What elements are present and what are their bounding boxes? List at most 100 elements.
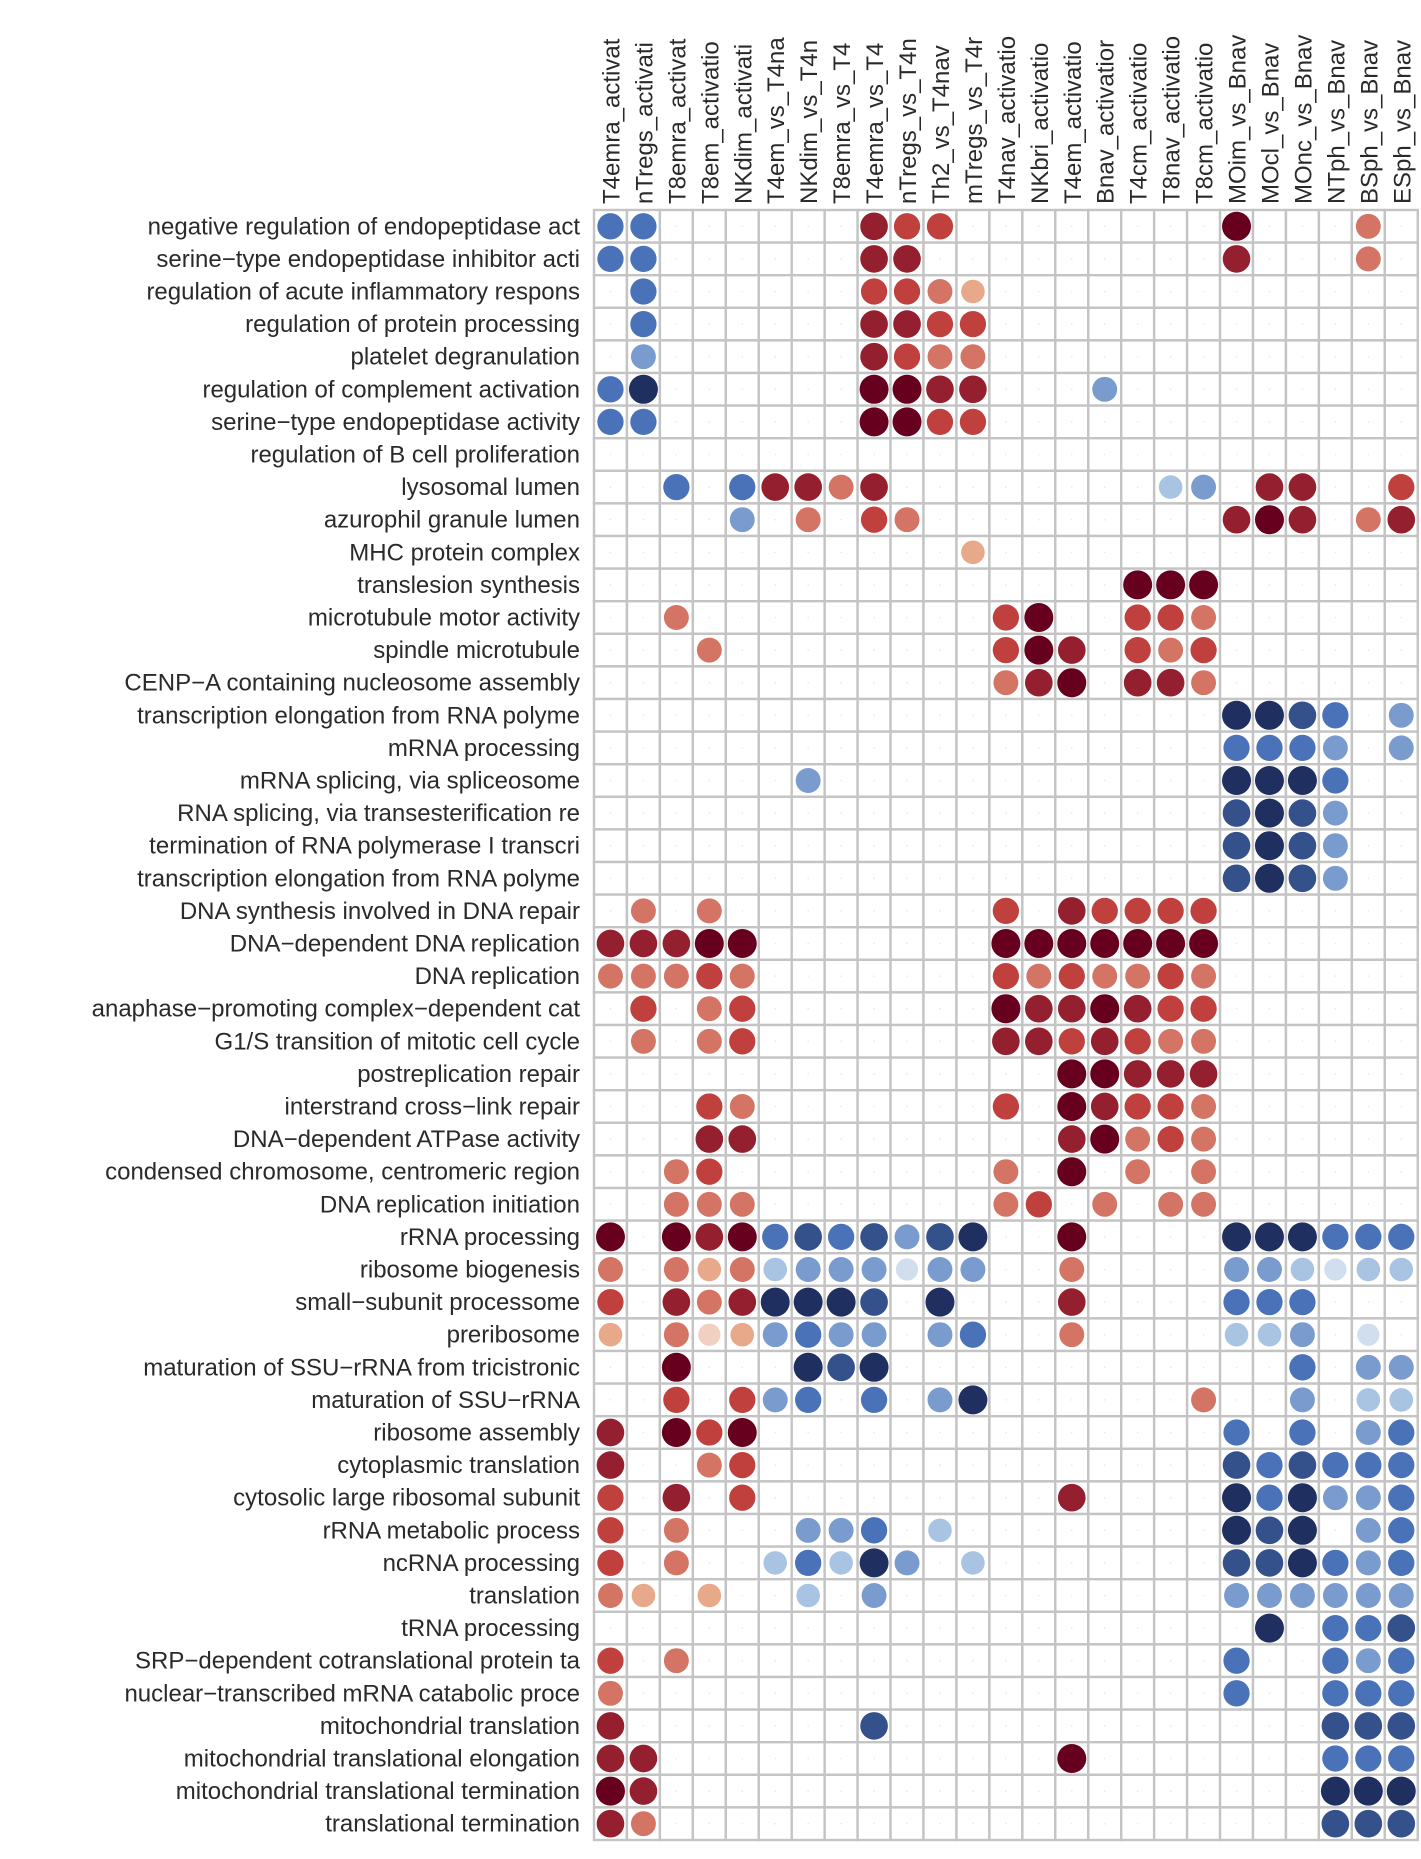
empty-marker <box>1334 225 1337 228</box>
empty-marker <box>1136 486 1139 488</box>
empty-marker <box>1005 1333 1007 1336</box>
heatmap-dot <box>1091 897 1118 925</box>
empty-marker <box>1268 584 1271 586</box>
empty-marker <box>642 1138 645 1140</box>
heatmap-dot <box>1355 1550 1381 1576</box>
heatmap-dot <box>1024 635 1054 665</box>
column-labels: T4emra_activat nTregs_activati T8emra_acti… <box>598 35 1416 204</box>
empty-marker <box>741 910 744 912</box>
empty-marker <box>873 1203 875 1206</box>
heatmap-dot <box>1190 897 1217 925</box>
empty-marker <box>708 486 711 488</box>
heatmap-dot <box>1125 1159 1151 1185</box>
empty-marker <box>939 1203 941 1206</box>
heatmap-dot <box>597 1549 624 1577</box>
empty-marker <box>774 714 777 717</box>
heatmap-dot <box>1388 1583 1414 1608</box>
empty-marker <box>1235 584 1238 586</box>
empty-marker <box>939 258 941 260</box>
heatmap-dot <box>1322 1451 1349 1479</box>
heatmap-dot <box>993 1159 1019 1185</box>
empty-marker <box>1334 1073 1337 1075</box>
empty-marker <box>1268 681 1271 684</box>
empty-marker <box>741 1822 744 1825</box>
empty-marker <box>1005 1757 1007 1760</box>
empty-marker <box>675 1757 678 1760</box>
row-label: mRNA splicing, via spliceosome <box>240 768 580 795</box>
empty-marker <box>609 1007 612 1010</box>
empty-marker <box>1103 1562 1106 1564</box>
empty-marker <box>939 877 941 880</box>
heatmap-dot <box>663 1648 689 1674</box>
row-label: regulation of protein processing <box>245 311 580 338</box>
heatmap-dot <box>1222 211 1252 241</box>
empty-marker <box>774 323 777 325</box>
heatmap-dot <box>695 1223 724 1251</box>
empty-marker <box>1103 225 1106 228</box>
empty-marker <box>708 714 711 717</box>
empty-marker <box>1103 1757 1106 1760</box>
empty-marker <box>840 388 842 391</box>
row-label: mitochondrial translation <box>320 1713 580 1740</box>
empty-marker <box>972 1627 974 1629</box>
heatmap-dot <box>1024 603 1054 632</box>
empty-marker <box>609 1040 612 1043</box>
empty-marker <box>972 1105 974 1108</box>
heatmap-dot <box>1355 1451 1382 1479</box>
empty-marker <box>906 877 908 880</box>
empty-marker <box>675 1073 678 1075</box>
empty-marker <box>1400 388 1403 391</box>
empty-marker <box>1235 1366 1238 1369</box>
heatmap-dot <box>1254 505 1284 535</box>
empty-marker <box>1400 584 1403 586</box>
empty-marker <box>642 779 645 782</box>
empty-marker <box>1367 714 1370 717</box>
heatmap-dot <box>1158 1191 1184 1217</box>
empty-marker <box>1005 1692 1007 1695</box>
heatmap-dot <box>1322 1485 1348 1511</box>
grid-cell <box>1383 339 1419 375</box>
empty-marker <box>906 1105 908 1108</box>
grid-cell <box>1119 1382 1156 1418</box>
empty-marker <box>708 844 711 847</box>
empty-marker <box>1301 421 1304 423</box>
empty-marker <box>1136 1790 1139 1792</box>
empty-marker <box>840 1594 842 1597</box>
empty-marker <box>1103 1790 1106 1792</box>
empty-marker <box>1235 1790 1238 1792</box>
empty-marker <box>873 1105 875 1108</box>
heatmap-dot <box>1355 1583 1381 1608</box>
heatmap-dot <box>926 213 954 240</box>
empty-marker <box>873 1496 875 1499</box>
grid-cell <box>790 1708 826 1744</box>
row-label: DNA−dependent DNA replication <box>230 931 580 958</box>
empty-marker <box>1136 1268 1139 1271</box>
empty-marker <box>741 616 744 619</box>
column-label: NKdim_activati <box>730 44 757 204</box>
empty-marker <box>840 355 842 358</box>
empty-marker <box>1103 551 1106 554</box>
empty-marker <box>1400 258 1403 260</box>
heatmap-dot <box>828 1517 854 1543</box>
heatmap-dot <box>696 1158 723 1185</box>
heatmap-dot <box>1356 1388 1381 1412</box>
empty-marker <box>1005 1268 1007 1271</box>
empty-marker <box>972 1659 974 1662</box>
empty-marker <box>1103 1170 1106 1173</box>
empty-marker <box>774 225 777 228</box>
empty-marker <box>1070 616 1073 619</box>
empty-marker <box>873 584 875 586</box>
heatmap-dot <box>1288 701 1317 730</box>
heatmap-dot <box>1387 1809 1416 1838</box>
empty-marker <box>1268 258 1271 260</box>
empty-marker <box>774 518 777 521</box>
row-label: microtubule motor activity <box>308 605 580 632</box>
heatmap-dot <box>1223 1680 1250 1707</box>
heatmap-dot <box>598 1257 623 1282</box>
empty-marker <box>1301 1725 1304 1727</box>
empty-marker <box>1268 388 1271 391</box>
heatmap-dot <box>1025 668 1053 697</box>
dots <box>595 211 1416 1838</box>
empty-marker <box>972 1790 974 1792</box>
column-label: Bnav_activatior <box>1093 40 1120 204</box>
